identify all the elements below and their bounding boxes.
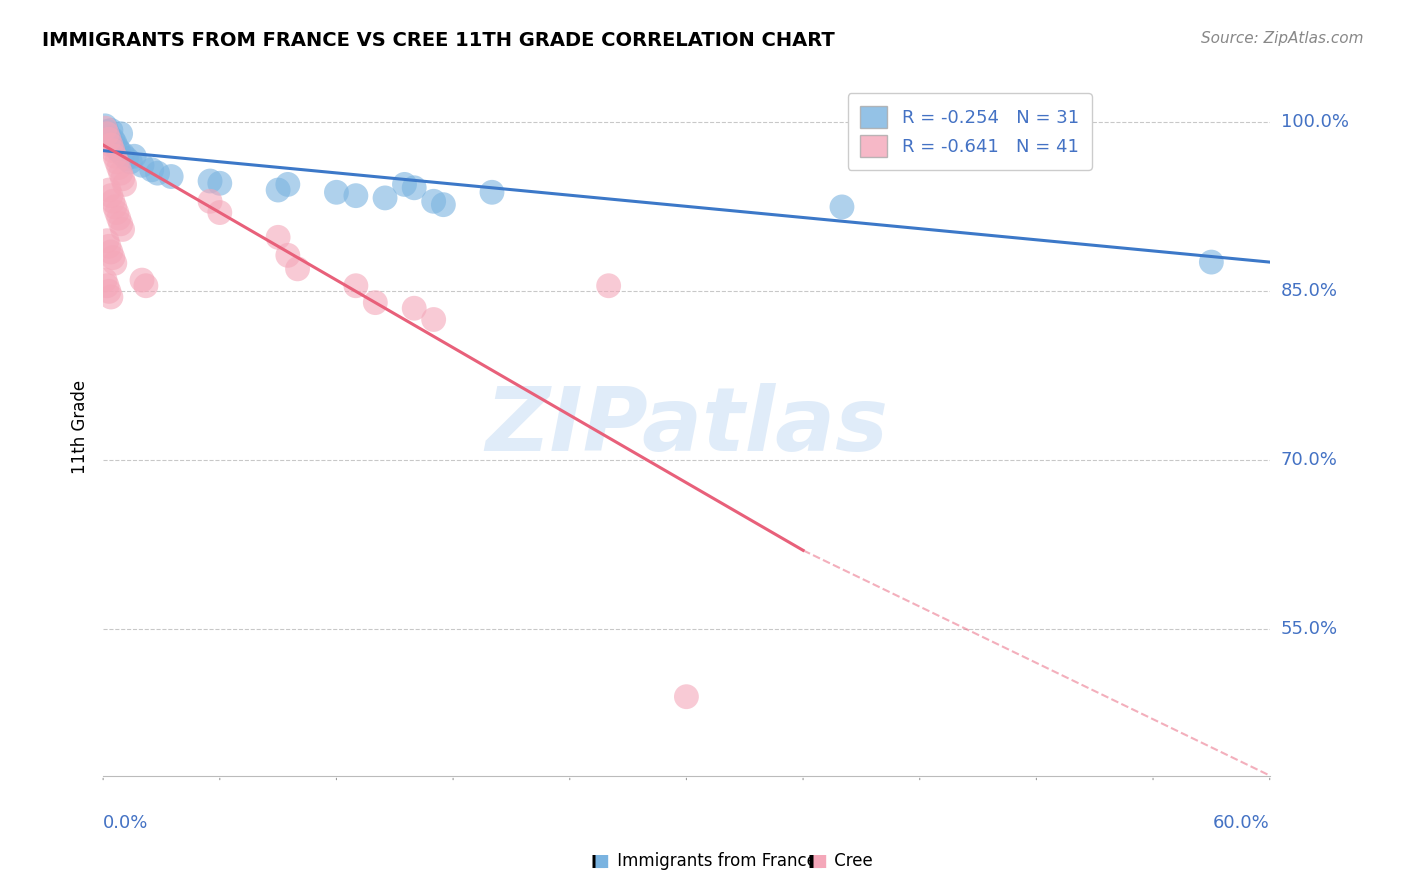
Point bbox=[101, 132, 124, 146]
Point bbox=[104, 136, 127, 150]
Point bbox=[110, 127, 132, 141]
Point bbox=[1201, 255, 1223, 269]
Point bbox=[831, 200, 853, 214]
Point bbox=[394, 178, 416, 192]
Point bbox=[96, 127, 118, 141]
Text: 55.0%: 55.0% bbox=[1281, 620, 1339, 638]
Text: ■: ■ bbox=[593, 852, 609, 870]
Point bbox=[141, 162, 163, 177]
Point bbox=[110, 217, 132, 231]
Point bbox=[105, 154, 128, 169]
Point bbox=[97, 128, 120, 143]
Point bbox=[101, 194, 124, 209]
Point bbox=[105, 140, 128, 154]
Text: 100.0%: 100.0% bbox=[1281, 113, 1348, 131]
Point bbox=[97, 239, 120, 253]
Point bbox=[325, 186, 347, 200]
Point bbox=[374, 191, 396, 205]
Point bbox=[100, 244, 122, 259]
Point bbox=[364, 295, 387, 310]
Point bbox=[97, 183, 120, 197]
Point bbox=[114, 178, 136, 192]
Point bbox=[94, 121, 117, 136]
Point bbox=[422, 194, 444, 209]
Y-axis label: 11th Grade: 11th Grade bbox=[72, 379, 89, 474]
Point bbox=[208, 176, 231, 190]
Point bbox=[96, 234, 118, 248]
Point bbox=[277, 248, 299, 262]
Point bbox=[94, 273, 117, 287]
Text: ■  Immigrants from France: ■ Immigrants from France bbox=[591, 852, 817, 870]
Point bbox=[277, 178, 299, 192]
Point bbox=[100, 188, 122, 202]
Point bbox=[100, 123, 122, 137]
Point bbox=[111, 147, 134, 161]
Point bbox=[432, 197, 454, 211]
Point bbox=[404, 181, 426, 195]
Point bbox=[107, 211, 129, 226]
Text: Source: ZipAtlas.com: Source: ZipAtlas.com bbox=[1201, 31, 1364, 46]
Point bbox=[208, 205, 231, 219]
Point bbox=[131, 273, 153, 287]
Point bbox=[198, 194, 221, 209]
Point bbox=[598, 278, 620, 293]
Point bbox=[146, 166, 169, 180]
Point bbox=[104, 200, 127, 214]
Point bbox=[404, 301, 426, 316]
Point bbox=[107, 144, 129, 158]
Point bbox=[111, 171, 134, 186]
Point bbox=[94, 119, 117, 133]
Point bbox=[135, 278, 157, 293]
Point bbox=[101, 251, 124, 265]
Point bbox=[100, 138, 122, 153]
Text: IMMIGRANTS FROM FRANCE VS CREE 11TH GRADE CORRELATION CHART: IMMIGRANTS FROM FRANCE VS CREE 11TH GRAD… bbox=[42, 31, 835, 50]
Text: 60.0%: 60.0% bbox=[1213, 814, 1270, 832]
Point bbox=[344, 188, 367, 202]
Point bbox=[97, 285, 120, 299]
Point bbox=[97, 132, 120, 146]
Point bbox=[422, 312, 444, 326]
Point bbox=[111, 222, 134, 236]
Point bbox=[96, 278, 118, 293]
Point bbox=[198, 174, 221, 188]
Point bbox=[344, 278, 367, 293]
Text: 0.0%: 0.0% bbox=[103, 814, 149, 832]
Point bbox=[115, 152, 138, 166]
Point bbox=[100, 290, 122, 304]
Text: ZIPatlas: ZIPatlas bbox=[485, 383, 889, 470]
Point bbox=[122, 149, 145, 163]
Point bbox=[267, 183, 290, 197]
Point bbox=[104, 256, 127, 270]
Point bbox=[96, 124, 118, 138]
Point bbox=[287, 261, 309, 276]
Point bbox=[120, 154, 142, 169]
Text: ■: ■ bbox=[811, 852, 827, 870]
Text: ■  Cree: ■ Cree bbox=[808, 852, 873, 870]
Legend: R = -0.254   N = 31, R = -0.641   N = 41: R = -0.254 N = 31, R = -0.641 N = 41 bbox=[848, 94, 1091, 170]
Point bbox=[110, 166, 132, 180]
Point bbox=[160, 169, 183, 184]
Text: 70.0%: 70.0% bbox=[1281, 451, 1337, 469]
Text: 85.0%: 85.0% bbox=[1281, 283, 1339, 301]
Point bbox=[675, 690, 697, 704]
Point bbox=[267, 230, 290, 244]
Point bbox=[101, 144, 124, 158]
Point bbox=[481, 186, 503, 200]
Point bbox=[104, 149, 127, 163]
Point bbox=[131, 158, 153, 172]
Point bbox=[107, 161, 129, 175]
Point bbox=[105, 205, 128, 219]
